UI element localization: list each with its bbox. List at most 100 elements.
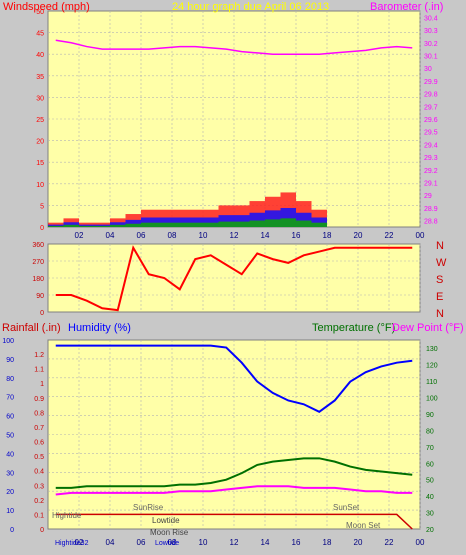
compass-e: E xyxy=(436,291,443,303)
hour-tick-label: 06 xyxy=(137,231,146,240)
wind-average-bar xyxy=(187,217,203,227)
barometer-tick-label: 29.5 xyxy=(424,130,438,137)
hour-tick-label: 02 xyxy=(75,538,84,547)
humidity-line xyxy=(55,344,413,413)
rainfall-tick-label: 1 xyxy=(40,381,44,388)
rainfall-tick-label: 0.5 xyxy=(34,454,44,461)
hour-tick-label: 00 xyxy=(416,231,425,240)
wind-average-bar xyxy=(203,217,219,227)
temperature-tick-label: 40 xyxy=(426,494,434,501)
windspeed-tick-label: 0 xyxy=(40,225,44,232)
lowtide-annotation: Lowtide xyxy=(152,516,180,525)
humidity-tick-label: 20 xyxy=(6,489,14,496)
temperature-tick-label: 100 xyxy=(426,396,438,403)
windspeed-axis-label: Windspeed (mph) xyxy=(3,1,90,13)
hour-tick-label: 16 xyxy=(292,538,301,547)
wind-lull-bar xyxy=(296,220,312,227)
wind-average-bar xyxy=(125,219,141,227)
compass-n-top: N xyxy=(436,240,444,252)
direction-tick-label: 270 xyxy=(32,259,44,266)
wind-lull-bar xyxy=(280,218,296,227)
sunrise-annotation: SunRise xyxy=(133,503,164,512)
direction-tick-label: 90 xyxy=(36,293,44,300)
hour-tick-label: 20 xyxy=(354,538,363,547)
rainfall-tick-label: 0.3 xyxy=(34,483,44,490)
rainfall-axis-label: Rainfall (.in) xyxy=(2,322,61,334)
humidity-tick-label: 100 xyxy=(2,338,14,345)
wind-lull-bar xyxy=(63,224,79,227)
barometer-tick-label: 28.9 xyxy=(424,206,438,213)
temperature-tick-label: 20 xyxy=(426,527,434,534)
hour-tick-label: 16 xyxy=(292,231,301,240)
hour-tick-label: 14 xyxy=(261,538,270,547)
hour-tick-label: 08 xyxy=(168,538,177,547)
hour-tick-label: 12 xyxy=(230,231,239,240)
rainfall-tick-label: 0.6 xyxy=(34,440,44,447)
barometer-tick-label: 29.1 xyxy=(424,181,438,188)
wind-lull-bar xyxy=(110,224,126,227)
humidity-tick-label: 0 xyxy=(10,527,14,534)
temperature-tick-label: 120 xyxy=(426,363,438,370)
wind-lull-bar xyxy=(141,222,157,227)
dew-point-axis-label: Dew Point (°F) xyxy=(392,322,464,334)
temperature-tick-label: 110 xyxy=(426,379,437,386)
wind-lull-bar xyxy=(94,225,110,227)
rainfall-tick-label: 0.7 xyxy=(34,425,44,432)
barometer-tick-label: 30.4 xyxy=(424,15,438,22)
wind-average-bar xyxy=(110,222,126,227)
hour-tick-label: 00 xyxy=(416,538,425,547)
humidity-tick-label: 70 xyxy=(6,395,14,402)
wind-lull-bar xyxy=(172,222,188,227)
humidity-tick-label: 60 xyxy=(6,414,14,421)
windspeed-tick-label: 35 xyxy=(36,74,44,81)
wind-average-bar xyxy=(234,215,250,227)
hour-tick-label: 08 xyxy=(168,231,177,240)
temperature-line xyxy=(55,457,413,489)
wind-lull-bar xyxy=(265,219,281,227)
barometer-tick-label: 29.3 xyxy=(424,155,438,162)
barometer-tick-label: 30 xyxy=(424,66,432,73)
temperature-tick-label: 60 xyxy=(426,461,434,468)
chart-title: 24 hour graph due April 06 2013 xyxy=(172,1,329,13)
barometer-tick-label: 29.2 xyxy=(424,168,438,175)
hour-tick-label: 06 xyxy=(137,538,146,547)
barometer-tick-label: 30.3 xyxy=(424,28,438,35)
temperature-tick-label: 90 xyxy=(426,412,434,419)
windspeed-tick-label: 5 xyxy=(40,203,44,210)
moonset-annotation: Moon Set xyxy=(346,521,381,530)
hour-tick-label: 10 xyxy=(199,538,208,547)
wind-lull-bar xyxy=(311,222,327,227)
barometer-tick-label: 29 xyxy=(424,193,432,200)
wind-average-bar xyxy=(311,217,327,227)
compass-n-bottom: N xyxy=(436,308,444,320)
humidity-tick-label: 90 xyxy=(6,357,14,364)
rainfall-tick-label: 0.2 xyxy=(34,498,44,505)
barometer-tick-label: 29.4 xyxy=(424,142,438,149)
rainfall-tick-label: 0.8 xyxy=(34,410,44,417)
hour-tick-label: 20 xyxy=(354,231,363,240)
dew-point-line xyxy=(55,485,413,496)
lowtide-bottom-label: Lowtide xyxy=(155,540,179,547)
rainfall-tick-label: 0 xyxy=(40,527,44,534)
hightide-bottom-label: Hightide32 xyxy=(55,540,89,547)
temperature-tick-label: 70 xyxy=(426,445,434,452)
windspeed-tick-label: 10 xyxy=(36,182,44,189)
barometer-tick-label: 28.8 xyxy=(424,219,438,226)
windspeed-tick-label: 30 xyxy=(36,95,44,102)
barometer-axis-label: Barometer (.in) xyxy=(370,1,443,13)
wind-lull-bar xyxy=(125,223,141,227)
humidity-axis-label: Humidity (%) xyxy=(68,322,131,334)
wind-average-bar xyxy=(79,224,95,227)
barometer-tick-label: 29.8 xyxy=(424,92,438,99)
rainfall-tick-label: 1.1 xyxy=(34,367,44,374)
barometer-line xyxy=(55,39,413,55)
windspeed-tick-label: 25 xyxy=(36,117,44,124)
rainfall-tick-label: 0.1 xyxy=(34,512,44,519)
moonrise-annotation: Moon Rise xyxy=(150,528,189,537)
wind-average-bar xyxy=(94,224,110,227)
wind-average-bar xyxy=(218,215,234,227)
barometer-tick-label: 29.6 xyxy=(424,117,438,124)
barometer-tick-label: 30.1 xyxy=(424,53,438,60)
humidity-tick-label: 10 xyxy=(6,508,14,515)
